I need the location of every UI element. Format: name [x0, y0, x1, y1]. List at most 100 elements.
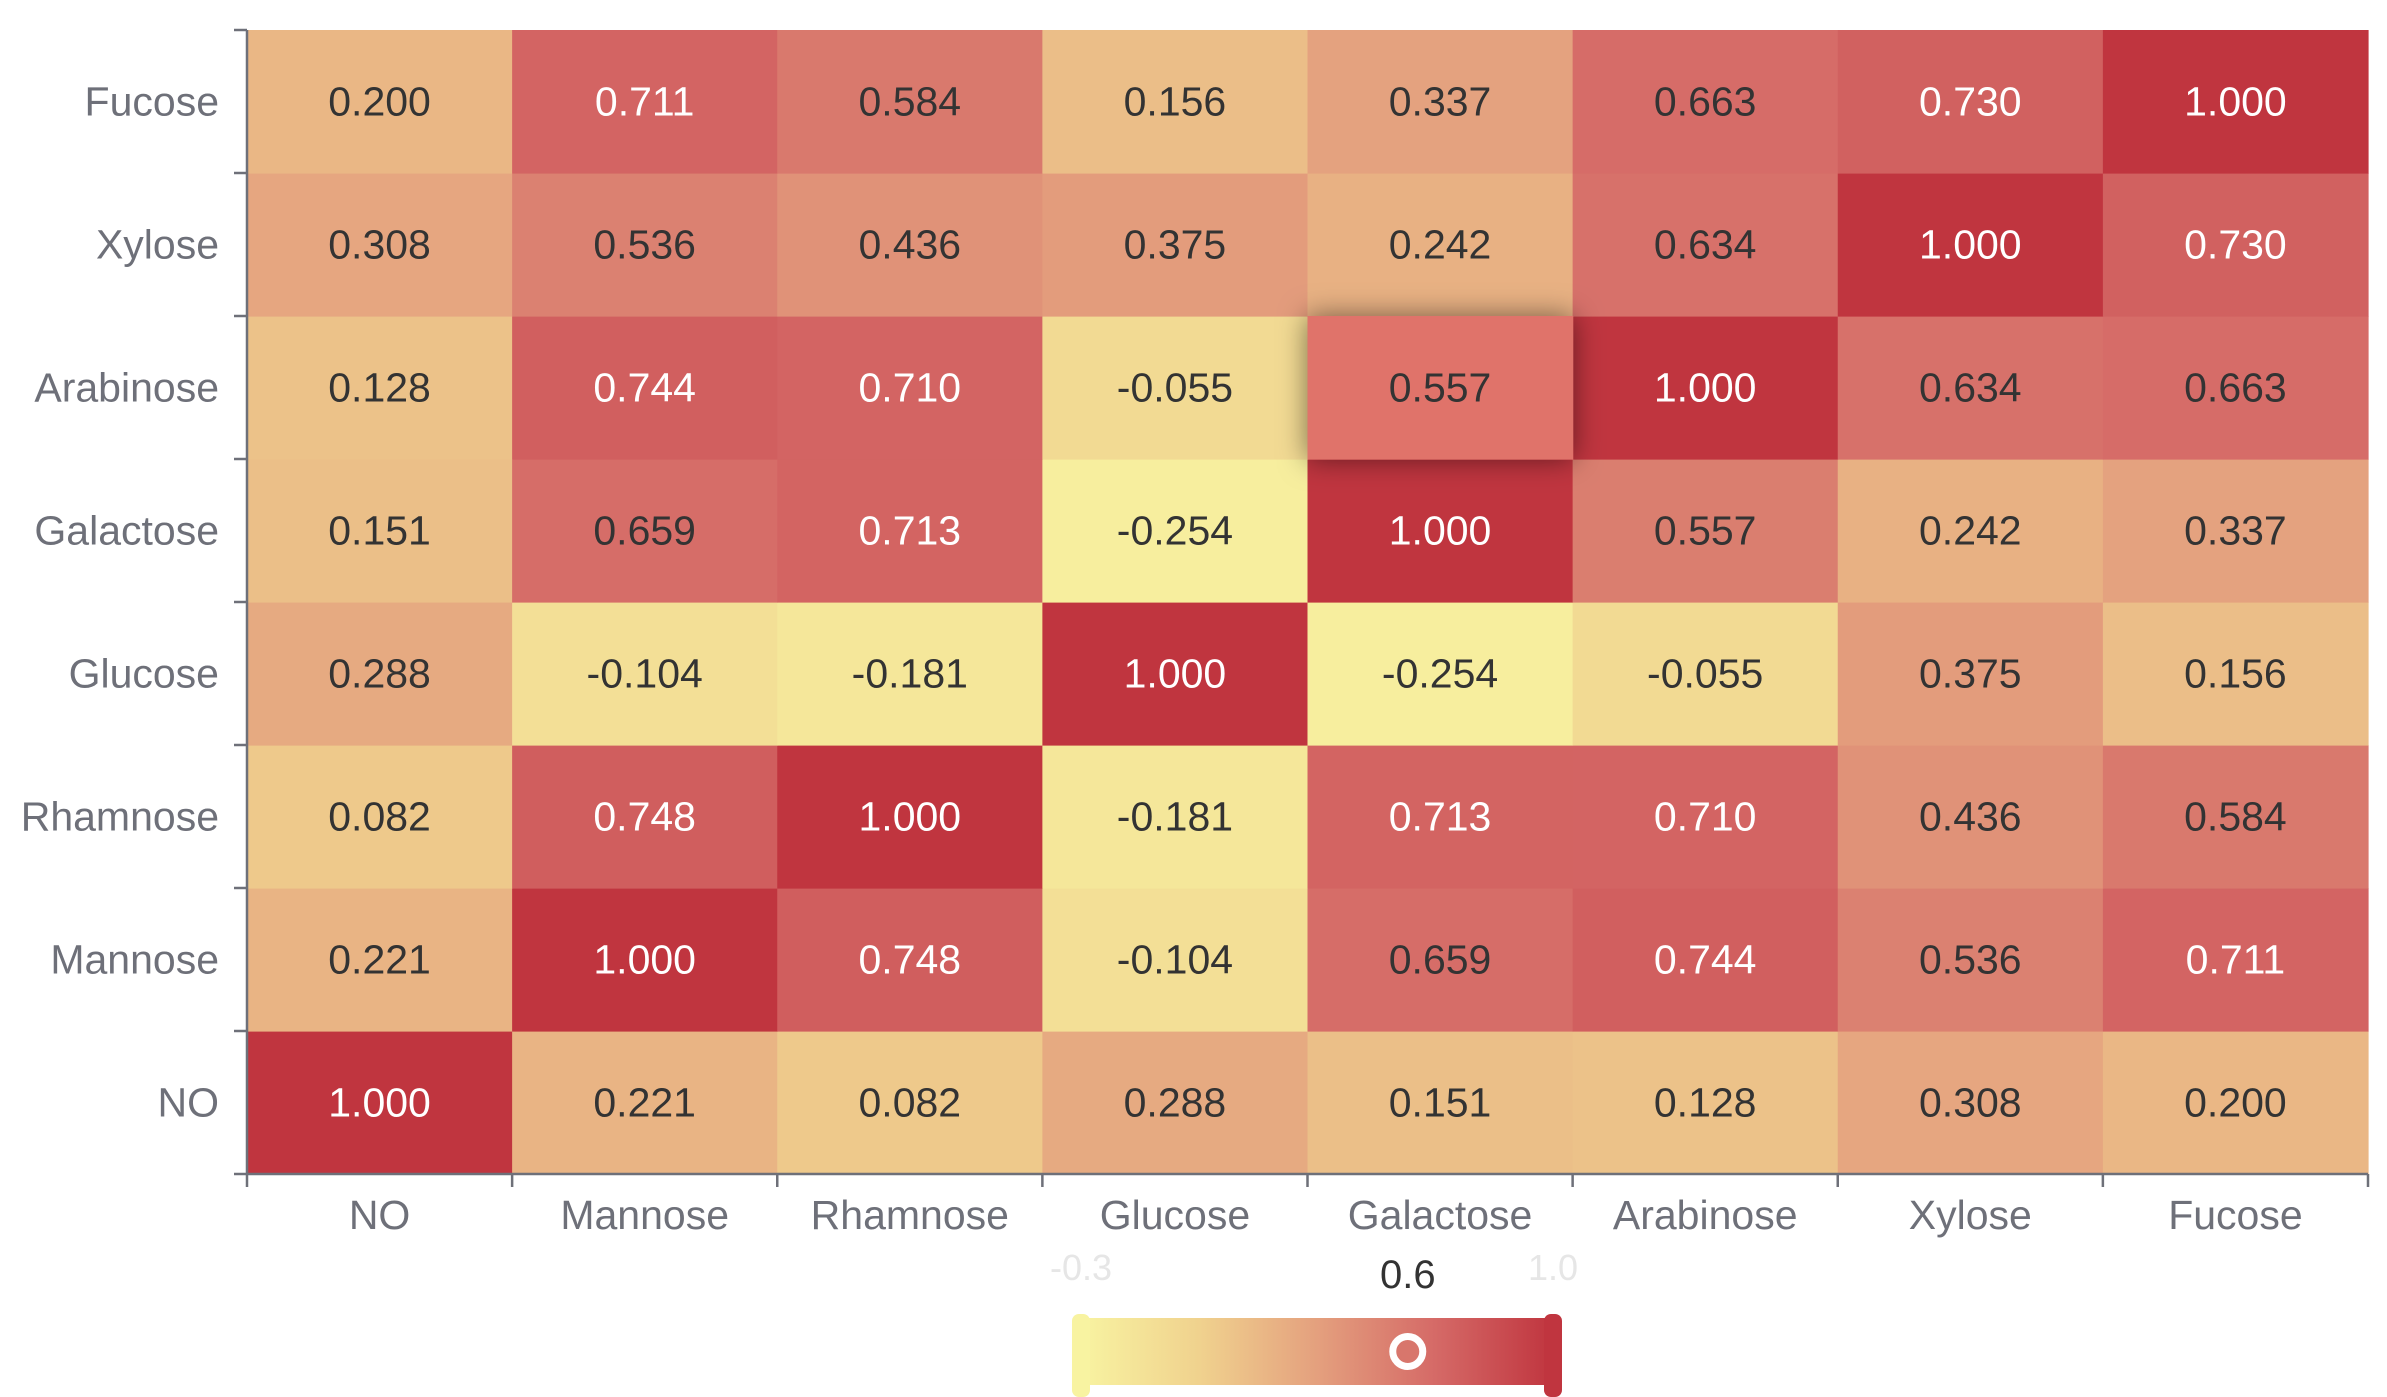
heatmap-cell[interactable] [1572, 30, 1839, 174]
heatmap-cell-label: 0.744 [1654, 937, 1757, 983]
heatmap-cell[interactable] [512, 745, 778, 889]
heatmap-cell-label: -0.055 [1647, 651, 1763, 697]
heatmap-cell[interactable] [1042, 888, 1309, 1032]
heatmap-cell[interactable] [2102, 888, 2369, 1032]
heatmap-cell-label: 0.663 [2184, 365, 2287, 411]
heatmap-cell[interactable] [1837, 459, 2104, 603]
heatmap-cell[interactable] [1572, 745, 1839, 889]
heatmap-cell[interactable] [512, 888, 778, 1032]
heatmap-cell[interactable] [1307, 888, 1574, 1032]
heatmap-cell-highlighted[interactable] [1307, 316, 1574, 460]
heatmap-cell[interactable] [512, 173, 778, 317]
heatmap-cell[interactable] [1837, 316, 2104, 460]
heatmap-cell[interactable] [777, 316, 1043, 460]
heatmap-cell[interactable] [2102, 459, 2369, 603]
heatmap-cell[interactable] [777, 459, 1043, 603]
heatmap-cell[interactable] [2102, 1031, 2369, 1175]
heatmap-cell-label: 0.659 [1389, 937, 1492, 983]
heatmap-cell[interactable] [247, 316, 513, 460]
heatmap-cell[interactable] [777, 745, 1043, 889]
heatmap-cell[interactable] [1572, 459, 1839, 603]
heatmap-cell[interactable] [1837, 888, 2104, 1032]
visual-map-max-handle[interactable] [1544, 1314, 1562, 1397]
heatmap-cell[interactable] [247, 1031, 513, 1175]
heatmap-cell-label: 0.730 [1919, 79, 2022, 125]
heatmap-cell[interactable] [777, 173, 1043, 317]
heatmap-cell-label: 0.659 [593, 508, 696, 554]
heatmap-cell[interactable] [1307, 30, 1574, 174]
heatmap-cell[interactable] [1042, 602, 1309, 746]
heatmap-cell[interactable] [1307, 459, 1574, 603]
heatmap-cell-label: 1.000 [1124, 651, 1227, 697]
heatmap-cell[interactable] [1042, 745, 1309, 889]
heatmap-cell[interactable] [247, 888, 513, 1032]
heatmap-cell-label: 0.156 [1124, 79, 1227, 125]
heatmap-cell[interactable] [1837, 30, 2104, 174]
heatmap-cell[interactable] [247, 602, 513, 746]
heatmap-cell-label: 0.375 [1124, 222, 1227, 268]
heatmap-cell[interactable] [1837, 745, 2104, 889]
heatmap-cell[interactable] [777, 1031, 1043, 1175]
heatmap-cell[interactable] [1307, 1031, 1574, 1175]
heatmap-value-labels: 1.000 0.221 0.082 0.288 0.151 0.128 0.308 0.200… [328, 79, 2286, 1126]
visual-map-handle-value: 0.6 [1380, 1253, 1436, 1297]
heatmap-cell[interactable] [1572, 888, 1839, 1032]
heatmap-cell[interactable] [2102, 745, 2369, 889]
heatmap-cell[interactable] [1572, 602, 1839, 746]
heatmap-cell[interactable] [512, 30, 778, 174]
visual-map-gradient-bar[interactable] [1081, 1318, 1553, 1385]
visual-map[interactable]: -0.3 1.0 0.6 [1050, 1247, 1578, 1397]
heatmap-cell-label: 1.000 [1389, 508, 1492, 554]
heatmap-cell-label: 0.584 [2184, 794, 2287, 840]
heatmap-cell[interactable] [247, 30, 513, 174]
visual-map-max-label: 1.0 [1528, 1247, 1578, 1288]
heatmap-cell[interactable] [512, 1031, 778, 1175]
heatmap-cell-label: 0.221 [328, 937, 431, 983]
heatmap-cell[interactable] [512, 316, 778, 460]
heatmap-cell[interactable] [247, 745, 513, 889]
heatmap-cell[interactable] [1837, 602, 2104, 746]
heatmap-cell[interactable] [777, 888, 1043, 1032]
visual-map-indicator[interactable] [1389, 1333, 1427, 1370]
x-axis-tick-label: NO [349, 1192, 411, 1238]
heatmap-cell[interactable] [1307, 602, 1574, 746]
heatmap-cell-label: 0.663 [1654, 79, 1757, 125]
heatmap-cell-label: 0.536 [1919, 937, 2022, 983]
visual-map-min-handle[interactable] [1072, 1314, 1090, 1397]
heatmap-cell-label: 0.536 [593, 222, 696, 268]
heatmap-cell-label: 0.436 [859, 222, 962, 268]
heatmap-cell[interactable] [2102, 173, 2369, 317]
heatmap-cell[interactable] [1837, 173, 2104, 317]
heatmap-cell[interactable] [1837, 1031, 2104, 1175]
heatmap-cell[interactable] [2102, 30, 2369, 174]
y-axis-tick-label: Glucose [69, 651, 219, 697]
heatmap-cell[interactable] [1042, 1031, 1309, 1175]
heatmap-cell[interactable] [512, 459, 778, 603]
heatmap-cell[interactable] [1042, 316, 1309, 460]
heatmap-cell[interactable] [1307, 173, 1574, 317]
heatmap-cell-label: 1.000 [1919, 222, 2022, 268]
heatmap-cell[interactable] [1042, 459, 1309, 603]
heatmap-cell-label: 0.200 [2184, 1080, 2287, 1126]
heatmap-cell[interactable] [2102, 602, 2369, 746]
heatmap-cell-label: 0.128 [328, 365, 431, 411]
x-axis-tick-label: Fucose [2168, 1192, 2302, 1238]
heatmap-cell[interactable] [247, 459, 513, 603]
heatmap-cell[interactable] [1572, 316, 1839, 460]
heatmap-cell[interactable] [1572, 173, 1839, 317]
y-axis-tick-label: Mannose [50, 937, 219, 983]
heatmap-cell[interactable] [2102, 316, 2369, 460]
heatmap-cell[interactable] [247, 173, 513, 317]
heatmap-cell[interactable] [512, 602, 778, 746]
heatmap-cell[interactable] [1572, 1031, 1839, 1175]
heatmap-cell[interactable] [777, 30, 1043, 174]
heatmap-cell-label: -0.181 [852, 651, 968, 697]
heatmap-cell-label: 0.634 [1654, 222, 1757, 268]
heatmap-cell-label: -0.104 [587, 651, 703, 697]
heatmap-cell[interactable] [777, 602, 1043, 746]
heatmap-cell-label: 1.000 [1654, 365, 1757, 411]
heatmap-cell[interactable] [1042, 30, 1309, 174]
heatmap-cell[interactable] [1307, 745, 1574, 889]
heatmap-cell-label: 0.242 [1919, 508, 2022, 554]
heatmap-cell[interactable] [1042, 173, 1309, 317]
